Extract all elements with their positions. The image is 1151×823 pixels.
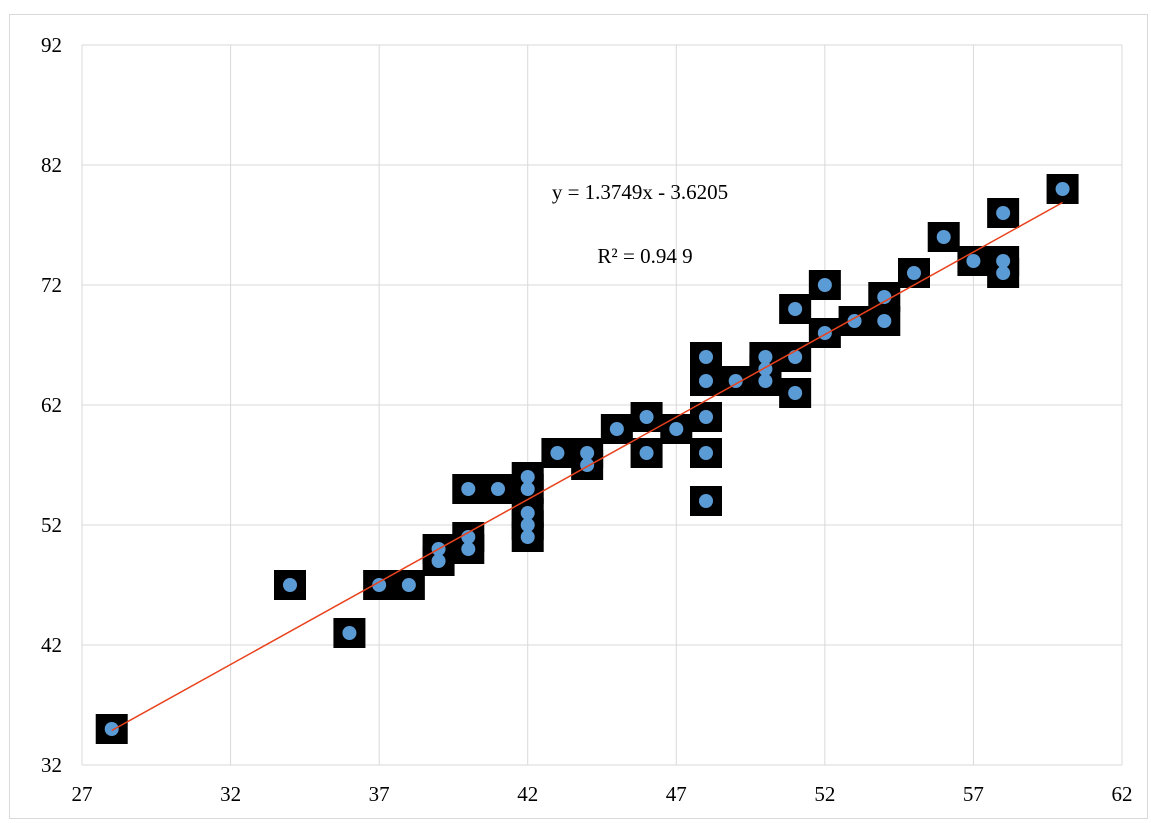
data-point xyxy=(817,278,832,292)
y-tick-label: 52 xyxy=(41,513,62,537)
data-point xyxy=(372,578,387,592)
x-tick-label: 47 xyxy=(666,782,687,806)
data-point xyxy=(966,254,981,268)
data-point xyxy=(520,470,535,484)
data-point xyxy=(609,422,624,436)
data-point xyxy=(699,350,713,364)
data-point xyxy=(788,350,803,364)
data-point xyxy=(520,518,535,532)
y-tick-label: 32 xyxy=(41,753,62,777)
x-axis-tick-labels: 27 32 37 42 47 52 57 62 xyxy=(72,782,1133,806)
data-point xyxy=(728,374,743,388)
y-tick-label: 42 xyxy=(41,633,62,657)
y-axis-tick-labels: 32 42 52 62 72 82 92 xyxy=(41,33,62,777)
trendline-r-squared: R² = 0.94 9 xyxy=(597,244,692,268)
trendline xyxy=(111,201,1063,732)
data-point xyxy=(996,254,1011,268)
data-point xyxy=(877,314,892,328)
data-point xyxy=(847,314,862,328)
y-tick-label: 92 xyxy=(41,33,62,57)
data-point xyxy=(758,374,773,388)
x-tick-label: 52 xyxy=(814,782,835,806)
x-tick-label: 62 xyxy=(1112,782,1133,806)
data-point xyxy=(461,530,476,544)
y-tick-label: 72 xyxy=(41,273,62,297)
data-point xyxy=(580,446,595,460)
trendline-equation: y = 1.3749x - 3.6205 xyxy=(552,180,728,204)
data-point xyxy=(877,290,892,304)
data-point xyxy=(699,446,713,460)
x-tick-label: 32 xyxy=(220,782,241,806)
data-point xyxy=(788,386,803,400)
data-point xyxy=(550,446,565,460)
x-tick-label: 27 xyxy=(72,782,93,806)
data-point xyxy=(788,302,803,316)
y-tick-label: 82 xyxy=(41,153,62,177)
data-point xyxy=(520,530,535,544)
gridlines xyxy=(81,44,1123,766)
data-point xyxy=(520,482,535,496)
data-point xyxy=(996,206,1011,220)
data-point xyxy=(669,422,684,436)
data-point xyxy=(491,482,505,496)
data-point xyxy=(699,374,713,388)
data-point xyxy=(996,266,1011,280)
data-point xyxy=(699,410,713,424)
data-point xyxy=(461,482,476,496)
data-point xyxy=(758,350,773,364)
data-point xyxy=(342,626,357,640)
data-point xyxy=(639,410,654,424)
data-point xyxy=(639,446,654,460)
chart-frame xyxy=(9,14,1148,819)
data-point xyxy=(431,554,446,568)
data-point xyxy=(283,578,297,592)
x-tick-label: 57 xyxy=(963,782,984,806)
data-point xyxy=(699,494,713,508)
y-tick-label: 62 xyxy=(41,393,62,417)
data-point xyxy=(936,230,951,244)
data-points xyxy=(95,174,1079,744)
data-point xyxy=(1055,182,1070,196)
data-point xyxy=(401,578,416,592)
x-tick-label: 37 xyxy=(369,782,390,806)
x-tick-label: 42 xyxy=(517,782,538,806)
data-point xyxy=(907,266,921,280)
data-point xyxy=(461,542,476,556)
data-point xyxy=(104,722,119,736)
data-point xyxy=(520,506,535,520)
marker-dots xyxy=(104,182,1070,736)
